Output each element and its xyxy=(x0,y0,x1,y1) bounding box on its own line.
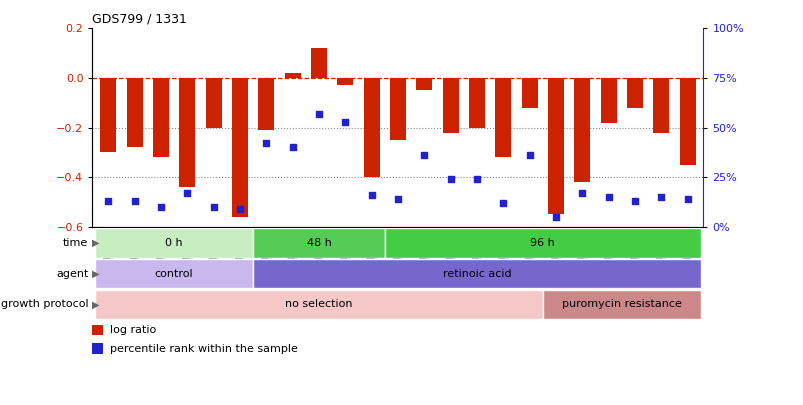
Bar xyxy=(253,228,385,258)
Bar xyxy=(600,78,616,123)
Point xyxy=(601,194,614,200)
Point xyxy=(338,118,351,125)
Text: 96 h: 96 h xyxy=(530,238,555,248)
Bar xyxy=(206,78,222,128)
Text: control: control xyxy=(155,269,194,279)
Point xyxy=(523,152,536,159)
Point xyxy=(628,198,641,204)
Point xyxy=(154,204,167,210)
Bar xyxy=(442,78,458,132)
Point xyxy=(286,144,299,151)
Bar xyxy=(416,78,432,90)
Bar xyxy=(153,78,169,158)
Text: no selection: no selection xyxy=(285,299,353,309)
Bar xyxy=(95,290,542,319)
Bar xyxy=(521,78,537,108)
Bar xyxy=(363,78,379,177)
Point xyxy=(680,196,693,202)
Bar xyxy=(389,78,406,140)
Point xyxy=(102,198,115,204)
Point xyxy=(312,111,325,117)
Text: ▶: ▶ xyxy=(92,299,99,309)
Text: puromycin resistance: puromycin resistance xyxy=(561,299,681,309)
Text: ▶: ▶ xyxy=(92,238,99,248)
Bar xyxy=(179,78,195,187)
Text: 0 h: 0 h xyxy=(165,238,183,248)
Text: GDS799 / 1331: GDS799 / 1331 xyxy=(92,13,187,26)
Bar xyxy=(127,78,142,147)
Point xyxy=(181,190,194,196)
Bar xyxy=(284,73,300,78)
Point xyxy=(233,206,246,212)
Bar xyxy=(253,259,700,288)
Bar xyxy=(258,78,274,130)
Point xyxy=(470,176,483,182)
Point xyxy=(496,200,509,206)
Text: growth protocol: growth protocol xyxy=(1,299,88,309)
Bar xyxy=(542,290,700,319)
Point xyxy=(549,214,562,220)
Bar xyxy=(92,343,104,354)
Bar xyxy=(626,78,642,108)
Bar xyxy=(495,78,511,158)
Bar xyxy=(232,78,247,217)
Text: ▶: ▶ xyxy=(92,269,99,279)
Text: percentile rank within the sample: percentile rank within the sample xyxy=(109,344,297,354)
Bar xyxy=(337,78,353,85)
Bar xyxy=(311,48,327,78)
Point xyxy=(128,198,141,204)
Point xyxy=(654,194,667,200)
Bar xyxy=(548,78,563,214)
Point xyxy=(207,204,220,210)
Text: time: time xyxy=(63,238,88,248)
Text: retinoic acid: retinoic acid xyxy=(442,269,511,279)
Bar xyxy=(573,78,589,182)
Bar xyxy=(95,228,253,258)
Text: log ratio: log ratio xyxy=(109,326,156,335)
Point xyxy=(575,190,588,196)
Bar xyxy=(92,325,104,335)
Bar xyxy=(385,228,700,258)
Text: 48 h: 48 h xyxy=(306,238,331,248)
Bar xyxy=(468,78,484,128)
Bar xyxy=(653,78,668,132)
Point xyxy=(391,196,404,202)
Bar xyxy=(95,259,253,288)
Point xyxy=(365,192,377,198)
Bar xyxy=(679,78,695,165)
Point xyxy=(259,140,272,147)
Text: agent: agent xyxy=(56,269,88,279)
Bar xyxy=(100,78,116,152)
Point xyxy=(418,152,430,159)
Point xyxy=(444,176,457,182)
